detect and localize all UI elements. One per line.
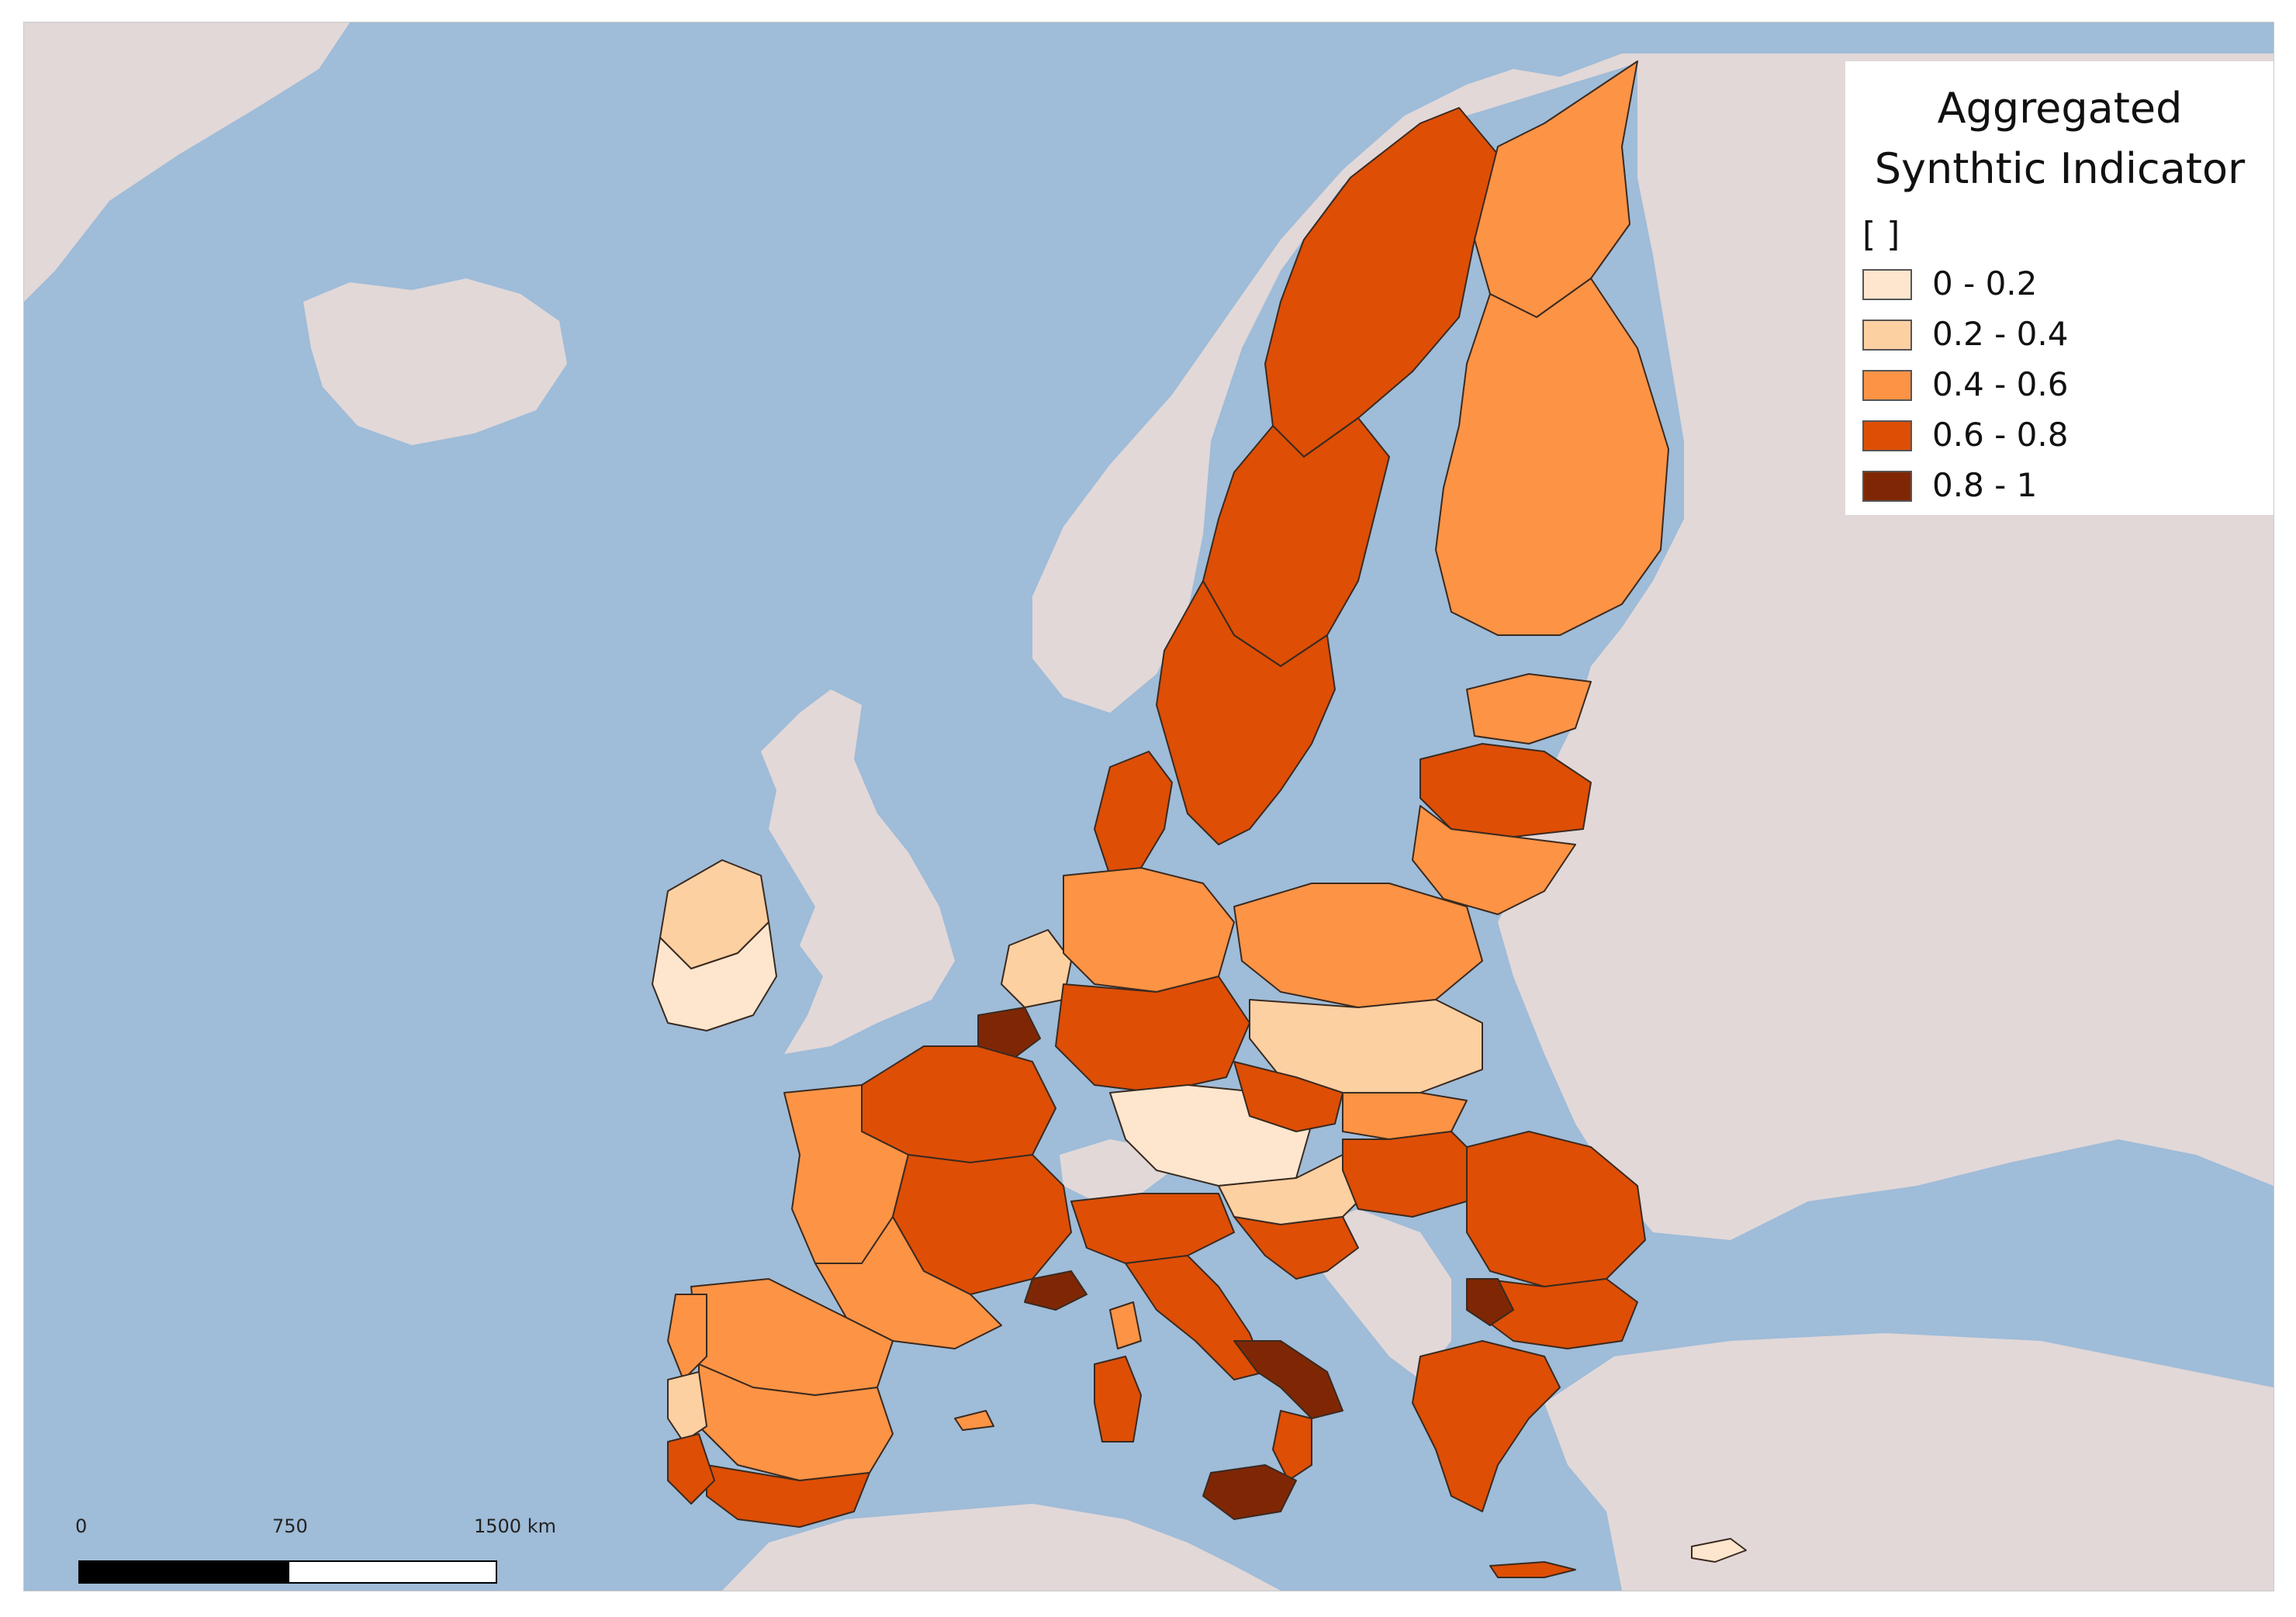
region-czechia (1233, 1061, 1343, 1132)
region-ireland-south (652, 921, 777, 1031)
region-corsica (1109, 1301, 1142, 1349)
region-bulgaria-west (1466, 1278, 1514, 1326)
region-crete (1489, 1561, 1576, 1578)
legend-label: 0.8 - 1 (1932, 466, 2038, 504)
region-croatia (1233, 1216, 1359, 1280)
region-latvia (1419, 743, 1592, 838)
region-lithuania (1412, 805, 1576, 915)
region-finland-north (1474, 60, 1638, 318)
scale-bar-black-segment (78, 1560, 288, 1584)
region-baleares (954, 1410, 994, 1431)
iceland (303, 278, 567, 445)
region-belgium (977, 1007, 1041, 1062)
region-poland-north (1233, 883, 1483, 1008)
region-spain-central (698, 1363, 894, 1481)
great-britain (761, 689, 955, 1054)
turkey (1544, 1333, 2274, 1591)
scale-bar-white-segment (288, 1560, 497, 1584)
region-italy-calabria (1272, 1410, 1312, 1481)
legend-swatch (1862, 269, 1912, 300)
region-portugal-north (667, 1294, 707, 1380)
legend-swatch (1862, 471, 1912, 502)
scale-tick-label: 1500 km (474, 1515, 556, 1537)
eu-regions[interactable] (652, 60, 1747, 1578)
region-cyprus (1691, 1538, 1747, 1563)
legend-unit: [ ] (1862, 215, 1900, 254)
region-sardinia (1094, 1356, 1142, 1443)
region-italy-south (1233, 1340, 1343, 1419)
region-estonia (1466, 673, 1592, 745)
region-sicily (1202, 1464, 1297, 1520)
legend-label: 0 - 0.2 (1932, 264, 2038, 302)
region-finland-south (1435, 278, 1669, 636)
scale-bar: 0 750 1500 km (75, 1515, 556, 1584)
region-sweden-south (1156, 580, 1336, 845)
legend-label: 0.4 - 0.6 (1932, 365, 2069, 403)
region-portugal-south (667, 1433, 715, 1505)
north-africa (722, 1504, 1281, 1591)
legend-swatch (1862, 370, 1912, 401)
legend-swatch (1862, 320, 1912, 351)
region-greece (1412, 1340, 1561, 1512)
region-poland-south (1249, 999, 1483, 1094)
region-portugal-central (667, 1371, 707, 1443)
region-italy-north (1070, 1193, 1235, 1264)
region-germany-central (1055, 976, 1250, 1094)
legend-label: 0.6 - 0.8 (1932, 416, 2069, 454)
norway (1032, 54, 1668, 713)
region-spain-south (706, 1464, 870, 1528)
legend-swatch (1862, 420, 1912, 451)
map-frame[interactable]: Aggregated Synthtic Indicator [ ] 0 - 0.… (23, 22, 2274, 1591)
legend-title: Aggregated Synthtic Indicator (1874, 84, 2246, 193)
region-denmark (1094, 751, 1173, 876)
scale-tick-label: 0 (75, 1515, 88, 1537)
region-bulgaria (1482, 1278, 1638, 1349)
legend-label: 0.2 - 0.4 (1932, 315, 2069, 353)
scale-tick-label: 750 (272, 1515, 308, 1537)
legend: Aggregated Synthtic Indicator [ ] 0 - 0.… (1845, 61, 2274, 515)
region-france-riviera (1024, 1270, 1087, 1311)
greenland (24, 22, 350, 302)
